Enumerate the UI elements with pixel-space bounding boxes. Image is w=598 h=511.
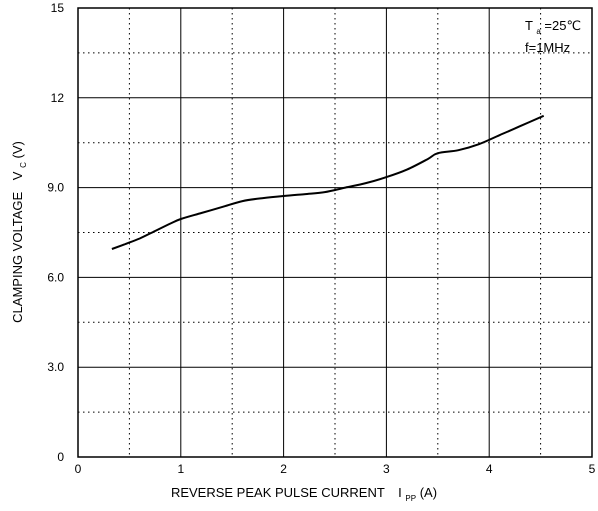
y-axis-subscript: C bbox=[19, 162, 28, 168]
y-axis-title: CLAMPING VOLTAGE V C (V) bbox=[10, 141, 29, 323]
y-tick-label: 12 bbox=[51, 91, 65, 105]
x-tick-label: 5 bbox=[589, 462, 596, 476]
y-tick-label: 15 bbox=[51, 1, 65, 15]
y-axis-unit: (V) bbox=[10, 141, 25, 158]
x-axis-subscript: PP bbox=[405, 494, 416, 503]
temperature-subscript: a bbox=[536, 27, 541, 36]
clamping-voltage-series-line bbox=[111, 114, 545, 250]
x-axis-title: REVERSE PEAK PULSE CURRENT I PP (A) bbox=[171, 485, 437, 504]
x-axis-unit: (A) bbox=[420, 485, 437, 500]
y-tick-label: 6.0 bbox=[47, 270, 64, 284]
frequency-annotation: f=1MHz bbox=[525, 40, 570, 55]
minor-grid bbox=[78, 8, 592, 457]
series-layer bbox=[111, 114, 545, 250]
temperature-annotation: T a =25℃ bbox=[525, 18, 581, 37]
x-tick-label: 4 bbox=[486, 462, 493, 476]
y-axis-symbol: V bbox=[10, 171, 25, 180]
x-tick-label: 3 bbox=[383, 462, 390, 476]
x-tick-label: 0 bbox=[75, 462, 82, 476]
plot-frame bbox=[77, 7, 593, 458]
y-tick-label: 9.0 bbox=[47, 181, 64, 195]
x-axis-label: REVERSE PEAK PULSE CURRENT bbox=[171, 485, 385, 500]
x-tick-label: 1 bbox=[177, 462, 184, 476]
major-grid bbox=[78, 8, 592, 457]
y-tick-label: 0 bbox=[57, 450, 64, 464]
x-axis-symbol: I bbox=[398, 485, 402, 500]
y-tick-label: 3.0 bbox=[47, 360, 64, 374]
temperature-value: =25℃ bbox=[544, 18, 581, 33]
temperature-symbol: T bbox=[525, 18, 533, 33]
x-tick-label: 2 bbox=[280, 462, 287, 476]
y-axis-label: CLAMPING VOLTAGE bbox=[10, 192, 25, 323]
